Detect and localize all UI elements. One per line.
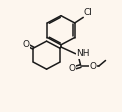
Text: O: O <box>68 64 76 73</box>
Text: NH: NH <box>76 49 90 58</box>
Text: O: O <box>22 40 30 49</box>
Text: Cl: Cl <box>84 8 92 17</box>
Text: O: O <box>90 62 97 71</box>
